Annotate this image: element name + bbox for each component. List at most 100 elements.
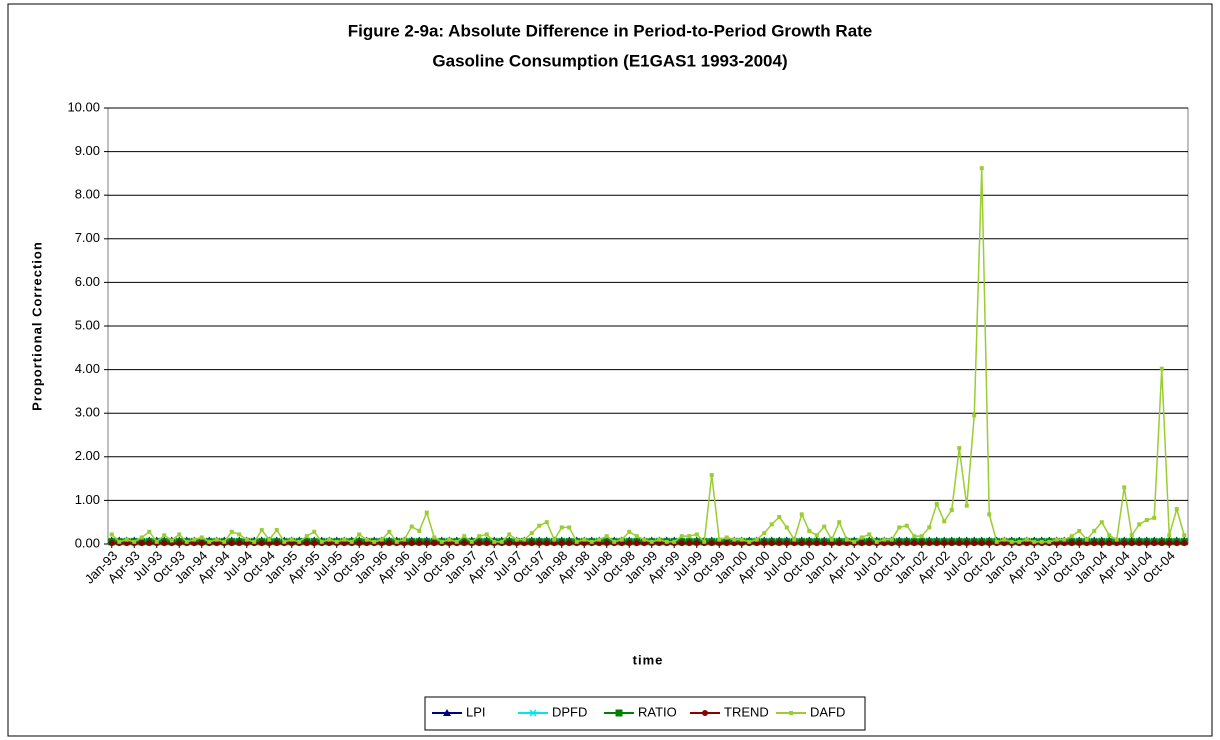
data-point: [858, 540, 865, 547]
data-point: [1017, 539, 1022, 544]
data-point: [784, 525, 789, 530]
data-point: [169, 538, 174, 543]
data-point: [567, 525, 572, 530]
data-point: [1107, 533, 1112, 538]
data-point: [627, 529, 632, 534]
data-point: [1122, 485, 1127, 490]
data-point: [798, 540, 805, 547]
data-point: [1099, 520, 1104, 525]
data-point: [1159, 366, 1164, 371]
data-point: [867, 532, 872, 537]
data-point: [747, 539, 752, 544]
data-point: [926, 540, 933, 547]
data-point: [117, 539, 122, 544]
data-point: [1173, 540, 1180, 547]
data-point: [723, 540, 730, 547]
data-point: [1174, 507, 1179, 512]
data-point: [1068, 540, 1075, 547]
data-point: [672, 539, 677, 544]
data-point: [176, 540, 183, 547]
data-point: [582, 537, 587, 542]
data-point: [522, 537, 527, 542]
data-point: [447, 537, 452, 542]
data-point: [147, 529, 152, 534]
x-axis-title: time: [633, 652, 664, 667]
data-point: [852, 539, 857, 544]
legend-marker: [789, 711, 793, 715]
data-point: [349, 539, 354, 544]
data-point: [634, 534, 639, 539]
data-point: [694, 532, 699, 537]
data-point: [949, 507, 954, 512]
data-point: [198, 540, 205, 547]
data-point: [1151, 540, 1158, 547]
y-tick-label: 2.00: [75, 448, 100, 463]
data-point: [941, 540, 948, 547]
data-point: [379, 537, 384, 542]
data-point: [558, 540, 565, 547]
data-point: [177, 532, 182, 537]
data-point: [139, 535, 144, 540]
data-point: [1166, 540, 1173, 547]
data-point: [454, 539, 459, 544]
data-point: [222, 539, 227, 544]
data-point: [889, 537, 894, 542]
data-point: [1121, 540, 1128, 547]
data-point: [619, 537, 624, 542]
data-point: [768, 540, 775, 547]
data-point: [783, 540, 790, 547]
data-point: [978, 540, 985, 547]
data-point: [184, 539, 189, 544]
data-point: [259, 528, 264, 533]
data-point: [792, 537, 797, 542]
y-tick-label: 10.00: [67, 99, 100, 114]
data-point: [709, 473, 714, 478]
data-point: [138, 540, 145, 547]
data-point: [342, 537, 347, 542]
data-point: [708, 540, 715, 547]
legend-marker: [529, 709, 537, 717]
data-point: [806, 540, 813, 547]
data-point: [409, 524, 414, 529]
data-point: [109, 532, 114, 537]
data-point: [483, 540, 490, 547]
data-point: [934, 501, 939, 506]
data-point: [1054, 537, 1059, 542]
data-point: [874, 539, 879, 544]
data-point: [423, 540, 430, 547]
data-point: [1076, 540, 1083, 547]
data-point: [574, 539, 579, 544]
data-point: [1144, 518, 1149, 523]
data-point: [273, 540, 280, 547]
data-point: [244, 537, 249, 542]
data-point: [364, 537, 369, 542]
data-point: [1077, 528, 1082, 533]
data-point: [762, 531, 767, 536]
data-point: [312, 529, 317, 534]
data-point: [896, 540, 903, 547]
data-point: [228, 540, 235, 547]
data-point: [589, 539, 594, 544]
data-point: [499, 539, 504, 544]
data-point: [732, 537, 737, 542]
data-point: [799, 512, 804, 517]
data-point: [461, 540, 468, 547]
y-tick-label: 3.00: [75, 405, 100, 420]
data-point: [948, 540, 955, 547]
data-point: [439, 539, 444, 544]
data-point: [507, 532, 512, 537]
data-point: [1129, 533, 1134, 538]
data-point: [761, 540, 768, 547]
data-point: [1092, 528, 1097, 533]
legend-label: LPI: [466, 704, 486, 719]
data-point: [919, 534, 924, 539]
data-point: [432, 535, 437, 540]
data-point: [237, 532, 242, 537]
data-point: [506, 540, 513, 547]
data-point: [1128, 540, 1135, 547]
data-point: [161, 540, 168, 547]
data-point: [199, 535, 204, 540]
data-point: [603, 540, 610, 547]
data-point: [162, 533, 167, 538]
